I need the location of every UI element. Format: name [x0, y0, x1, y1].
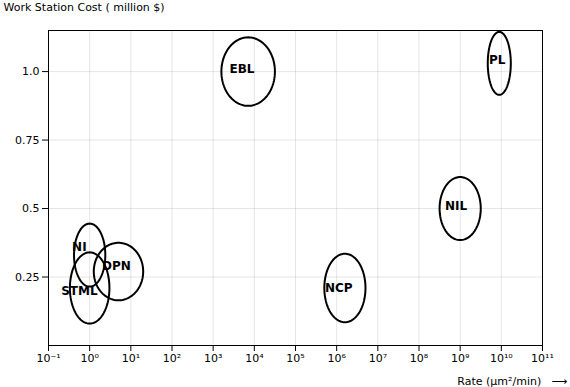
- svg-text:STML: STML: [61, 284, 98, 298]
- svg-text:EBL: EBL: [229, 62, 254, 76]
- svg-text:1.0: 1.0: [22, 65, 40, 78]
- svg-text:10¹: 10¹: [122, 352, 140, 365]
- svg-text:NIL: NIL: [445, 199, 468, 213]
- svg-text:10⁴: 10⁴: [245, 352, 264, 365]
- svg-text:10¹⁰: 10¹⁰: [490, 352, 513, 365]
- svg-text:0.25: 0.25: [15, 271, 40, 284]
- svg-text:PL: PL: [489, 53, 506, 67]
- svg-text:10⁰: 10⁰: [80, 352, 99, 365]
- svg-text:10³: 10³: [204, 352, 222, 365]
- svg-text:10⁹: 10⁹: [451, 352, 469, 365]
- svg-text:10⁵: 10⁵: [286, 352, 304, 365]
- svg-text:NCP: NCP: [325, 281, 353, 295]
- svg-text:10⁻¹: 10⁻¹: [36, 352, 60, 365]
- svg-text:0.75: 0.75: [15, 134, 40, 147]
- svg-text:Work Station Cost ( million $): Work Station Cost ( million $): [4, 1, 165, 14]
- svg-text:DPN: DPN: [102, 259, 131, 273]
- svg-text:10²: 10²: [163, 352, 181, 365]
- svg-text:10⁷: 10⁷: [369, 352, 387, 365]
- svg-text:0.5: 0.5: [22, 202, 40, 215]
- svg-text:10¹¹: 10¹¹: [531, 352, 554, 365]
- svg-text:NI: NI: [72, 240, 87, 254]
- svg-text:10⁸: 10⁸: [410, 352, 429, 365]
- svg-text:10⁶: 10⁶: [327, 352, 346, 365]
- svg-text:Rate (μm²/min) ⟶: Rate (μm²/min) ⟶: [457, 375, 567, 387]
